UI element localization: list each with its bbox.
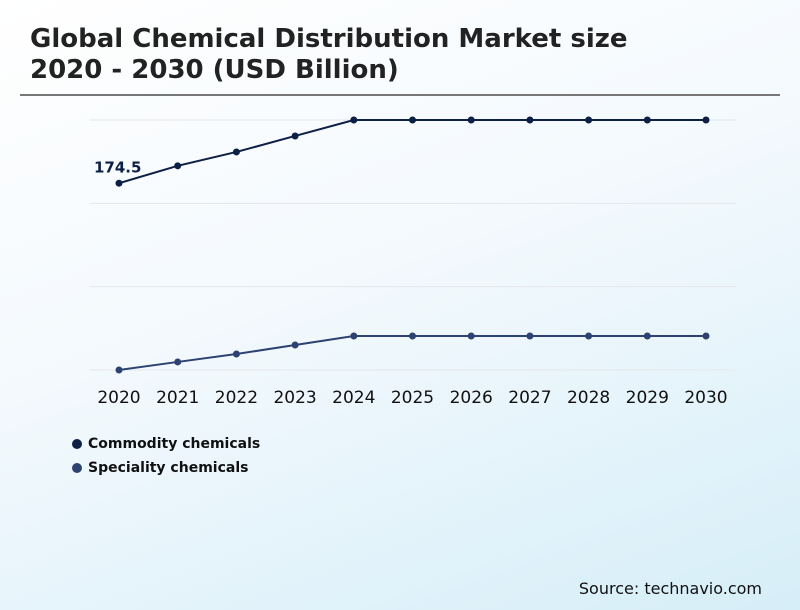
point [174, 162, 182, 170]
point [174, 358, 182, 366]
point [702, 332, 710, 340]
point [409, 116, 416, 124]
x-tick-label: 2030 [684, 388, 727, 408]
x-tick-label: 2029 [626, 388, 669, 408]
data-label: 174.5 [94, 159, 141, 177]
point [585, 116, 593, 124]
point [467, 116, 475, 124]
point [350, 332, 358, 340]
point [291, 341, 299, 349]
point [526, 332, 534, 340]
x-tick-label: 2020 [97, 388, 140, 408]
chart-title: Global Chemical Distribution Market size… [30, 24, 628, 85]
x-tick-label: 2022 [215, 388, 258, 408]
point [702, 116, 710, 124]
x-tick-label: 2023 [273, 388, 316, 408]
point [643, 332, 651, 340]
x-tick-label: 2021 [156, 388, 199, 408]
series-line [118, 334, 706, 371]
point [467, 332, 475, 340]
point [232, 350, 240, 358]
point [115, 366, 123, 374]
x-tick-label: 2024 [332, 388, 375, 408]
legend-label: Commodity chemicals [88, 436, 260, 452]
title-rule [20, 94, 780, 96]
legend-label: Speciality chemicals [88, 460, 248, 476]
point [585, 332, 593, 340]
x-tick-label: 2028 [567, 388, 610, 408]
legend-marker [72, 463, 82, 473]
point [350, 116, 358, 124]
x-tick-label: 2026 [450, 388, 493, 408]
point [643, 116, 651, 124]
point [526, 116, 534, 124]
point [232, 148, 240, 156]
legend-marker [72, 439, 82, 449]
point [291, 132, 299, 140]
point [409, 332, 416, 340]
series-line [118, 119, 706, 185]
x-tick-label: 2025 [391, 388, 434, 408]
x-tick-label: 2027 [508, 388, 551, 408]
source: Source: technavio.com [578, 579, 762, 598]
point [115, 179, 123, 187]
